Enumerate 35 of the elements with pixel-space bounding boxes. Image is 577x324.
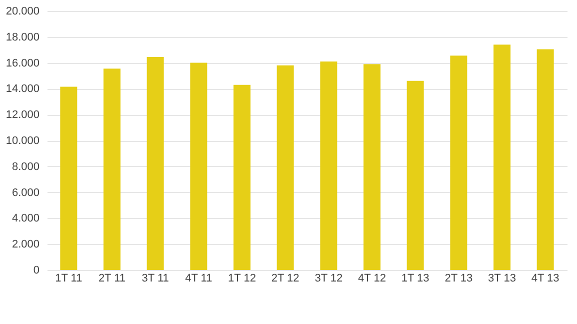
- bar: [190, 62, 208, 270]
- y-tick-label: 8.000: [12, 160, 40, 173]
- x-tick-label: 4T 11: [185, 272, 212, 284]
- y-tick-label: 0: [33, 264, 40, 276]
- bar: [406, 80, 424, 270]
- x-tick-label: 3T 11: [142, 272, 169, 284]
- bar: [146, 56, 164, 270]
- bar: [536, 49, 554, 270]
- x-tick-label: 3T 12: [314, 272, 343, 284]
- y-tick-label: 2.000: [12, 238, 40, 251]
- x-tick-label: 2T 11: [98, 272, 126, 284]
- y-tick-label: 10.000: [6, 135, 40, 147]
- x-tick-label: 4T 12: [358, 272, 386, 284]
- y-tick-label: 12.000: [6, 109, 40, 122]
- y-tick-label: 18.000: [6, 31, 40, 44]
- bar: [494, 44, 510, 270]
- x-tick-label: 1T 13: [401, 272, 430, 284]
- bar: [234, 84, 250, 270]
- y-tick-label: 16.000: [6, 57, 40, 70]
- y-tick-label: 6.000: [12, 186, 40, 199]
- bar: [450, 56, 468, 270]
- y-tick-label: 20.000: [6, 6, 40, 18]
- bar: [104, 68, 120, 270]
- x-tick-label: 1T 11: [55, 272, 82, 284]
- x-tick-label: 3T 13: [488, 272, 516, 284]
- y-tick-label: 14.000: [6, 83, 40, 96]
- x-tick-label: 4T 13: [531, 272, 560, 284]
- bar: [276, 65, 294, 270]
- x-tick-label: 2T 12: [271, 272, 300, 284]
- x-tick-label: 2T 13: [444, 272, 473, 284]
- x-tick-label: 1T 12: [228, 272, 256, 284]
- y-tick-label: 4.000: [12, 212, 40, 225]
- bar: [60, 86, 78, 270]
- bar: [320, 62, 338, 270]
- bar: [364, 64, 380, 270]
